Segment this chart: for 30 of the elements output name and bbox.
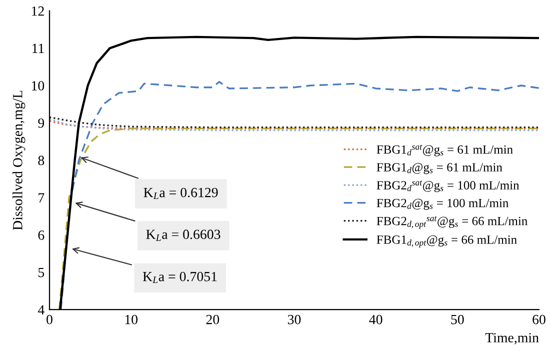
legend-label: FBG2$_{d}$@g$_{s}$ = 100 mL/min — [376, 198, 509, 210]
y-tick-label: 11 — [32, 44, 44, 53]
x-tick-label: 50 — [451, 314, 464, 324]
legend-label: FBG2$_{d,opt}$$^{sat}$@g$_{s}$ = 66 mL/min — [376, 216, 528, 229]
x-tick-label: 40 — [369, 314, 382, 324]
legend-label: FBG1$_{d,opt}$@g$_{s}$ = 66 mL/min — [376, 235, 517, 248]
x-tick-label: 10 — [125, 314, 138, 324]
y-tick-label: 12 — [32, 6, 44, 16]
line-series — [60, 80, 539, 310]
y-tick-label: 7 — [38, 193, 44, 202]
x-axis-title: Time,min — [485, 333, 539, 344]
annotation: K$_{L}$a = 0.7051 — [142, 272, 217, 284]
y-tick-label: 10 — [32, 81, 44, 90]
legend-label: FBG1$_{d}$@g$_{s}$ = 61 mL/min — [376, 163, 502, 174]
y-tick-label: 5 — [38, 268, 44, 278]
line-series — [58, 128, 539, 310]
y-tick-label: 4 — [38, 305, 44, 314]
x-tick-label: 60 — [532, 314, 546, 324]
annotation: K$_{L}$a = 0.6129 — [144, 188, 218, 199]
x-tick-label: 0 — [46, 314, 52, 324]
x-tick-label: 20 — [206, 314, 220, 324]
y-axis-title: Dissollved Oxygen,mg/L — [12, 90, 26, 230]
line-series — [50, 116, 539, 128]
legend-label: FBG2$_{d}$$^{sat}$@g$_{s}$ = 100 mL/min — [376, 180, 520, 192]
x-tick-label: 30 — [288, 314, 301, 324]
y-tick-label: 6 — [38, 230, 44, 240]
legend-label: FBG1$_{d}$$^{sat}$@g$_{s}$ = 61 mL/min — [376, 144, 513, 156]
y-tick-label: 8 — [38, 156, 44, 166]
y-tick-label: 9 — [38, 118, 44, 128]
annotation: K$_{L}$a = 0.6603 — [146, 230, 220, 241]
